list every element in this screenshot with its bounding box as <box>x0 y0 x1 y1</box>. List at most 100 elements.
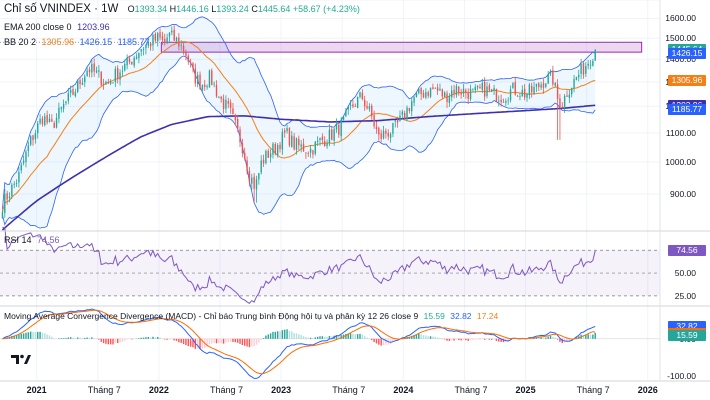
candle-body <box>403 112 406 119</box>
macd-histogram-bar <box>58 338 60 339</box>
macd-histogram-bar <box>392 338 394 343</box>
macd-histogram-bar <box>138 338 140 339</box>
candle-body <box>194 68 197 84</box>
candle-body <box>340 119 342 137</box>
macd-histogram-bar <box>338 335 340 339</box>
macd-histogram-bar <box>131 338 133 340</box>
candle-body <box>335 123 338 130</box>
macd-histogram-bar <box>331 336 333 339</box>
macd-line-value: 32.82 <box>450 311 472 321</box>
candle-body <box>267 150 269 158</box>
candle-body <box>371 105 373 117</box>
macd-histogram-bar <box>349 333 352 339</box>
macd-histogram-bar <box>258 338 260 343</box>
macd-histogram-bar <box>582 335 585 339</box>
candle-body <box>81 82 84 85</box>
macd-histogram-bar <box>436 337 439 339</box>
macd-histogram-bar <box>215 338 218 344</box>
candle-body <box>528 84 531 96</box>
macd-histogram-bar <box>253 338 255 347</box>
macd-histogram-bar <box>309 337 312 339</box>
macd-histogram-bar <box>272 331 274 339</box>
candle-body <box>526 93 528 98</box>
ema-legend[interactable]: EMA 200 close 0 1203.96 <box>4 22 110 32</box>
candle-body <box>128 58 131 62</box>
macd-histogram-bar <box>422 335 425 339</box>
candle-body <box>281 131 284 150</box>
tv-logo-icon <box>11 354 31 364</box>
bb-legend[interactable]: BB 20 2 1305.96 1426.15 1185.77 <box>4 37 150 47</box>
candle-body <box>408 107 411 112</box>
macd-histogram-bar <box>585 334 587 339</box>
candle-body <box>453 89 455 94</box>
candle-body <box>65 101 67 104</box>
symbol-title[interactable]: Chỉ số VNINDEX · 1W O1393.34 H1446.16 L1… <box>4 3 360 15</box>
candle-body <box>272 143 274 155</box>
candle-body <box>138 52 140 59</box>
candle-body <box>535 83 538 87</box>
macd-histogram-bar <box>201 338 204 349</box>
macd-histogram-bar <box>218 338 220 344</box>
macd-legend[interactable]: Moving Average Convergence Divergence (M… <box>4 311 498 321</box>
macd-histogram-bar <box>152 336 154 339</box>
candle-body <box>126 58 128 66</box>
candle-body <box>22 160 25 164</box>
macd-histogram-bar <box>107 338 110 345</box>
rsi-legend[interactable]: RSI 14 74.56 <box>4 235 60 245</box>
macd-histogram-bar <box>206 338 208 348</box>
candle-body <box>11 184 13 197</box>
macd-histogram-bar <box>335 335 338 339</box>
macd-histogram-bar <box>493 338 495 340</box>
candle-body <box>443 92 446 97</box>
macd-histogram-bar <box>269 333 272 339</box>
candle-body <box>312 150 314 155</box>
candle-body <box>168 32 171 37</box>
candle-body <box>41 118 44 125</box>
candle-body <box>552 70 554 85</box>
macd-histogram-bar <box>594 332 596 339</box>
ohlc-readout: O1393.34 H1446.16 L1393.24 C1445.64 +58.… <box>127 4 360 14</box>
candle-body <box>286 128 288 132</box>
candle-body <box>161 36 164 40</box>
candle-body <box>60 107 62 109</box>
symbol-title-text: Chỉ số VNINDEX · 1W <box>4 3 119 15</box>
macd-histogram-bar <box>121 338 124 342</box>
candle-body <box>251 177 253 184</box>
candle-body <box>352 104 354 107</box>
macd-histogram-bar <box>22 333 25 339</box>
pane-separators <box>0 0 710 382</box>
candle-body <box>568 94 571 98</box>
macd-histogram-bar <box>472 338 474 340</box>
macd-histogram-bar <box>79 337 81 339</box>
macd-histogram-bar <box>175 338 178 341</box>
candle-body <box>420 88 422 95</box>
macd-line <box>2 308 596 379</box>
macd-histogram-bar <box>378 338 380 345</box>
macd-histogram-bar <box>67 337 70 339</box>
tradingview-logo[interactable] <box>8 349 34 369</box>
macd-histogram-bar <box>265 335 267 339</box>
macd-histogram-bar <box>84 337 86 339</box>
bb-legend-label: BB 20 2 <box>4 37 37 47</box>
candle-body <box>309 148 312 153</box>
macd-histogram-bar <box>288 330 291 339</box>
macd-histogram-bar <box>91 337 93 339</box>
macd-histogram-bar <box>488 338 491 340</box>
candle-body <box>467 92 469 99</box>
macd-histogram-bar <box>554 337 556 339</box>
macd-histogram-bar <box>462 338 465 341</box>
candle-body <box>491 89 493 92</box>
candle-body <box>27 145 30 151</box>
macd-histogram-bar <box>196 338 199 349</box>
candle-body <box>547 73 549 84</box>
ema-200-line <box>1 104 596 231</box>
candle-body <box>324 141 326 146</box>
candle-body <box>185 52 187 56</box>
candle-body <box>512 82 514 89</box>
macd-histogram-bar <box>20 333 22 339</box>
candle-body <box>39 118 41 124</box>
macd-histogram-bar <box>227 338 229 343</box>
macd-histogram-bar <box>307 337 309 339</box>
candle-body <box>199 74 201 89</box>
